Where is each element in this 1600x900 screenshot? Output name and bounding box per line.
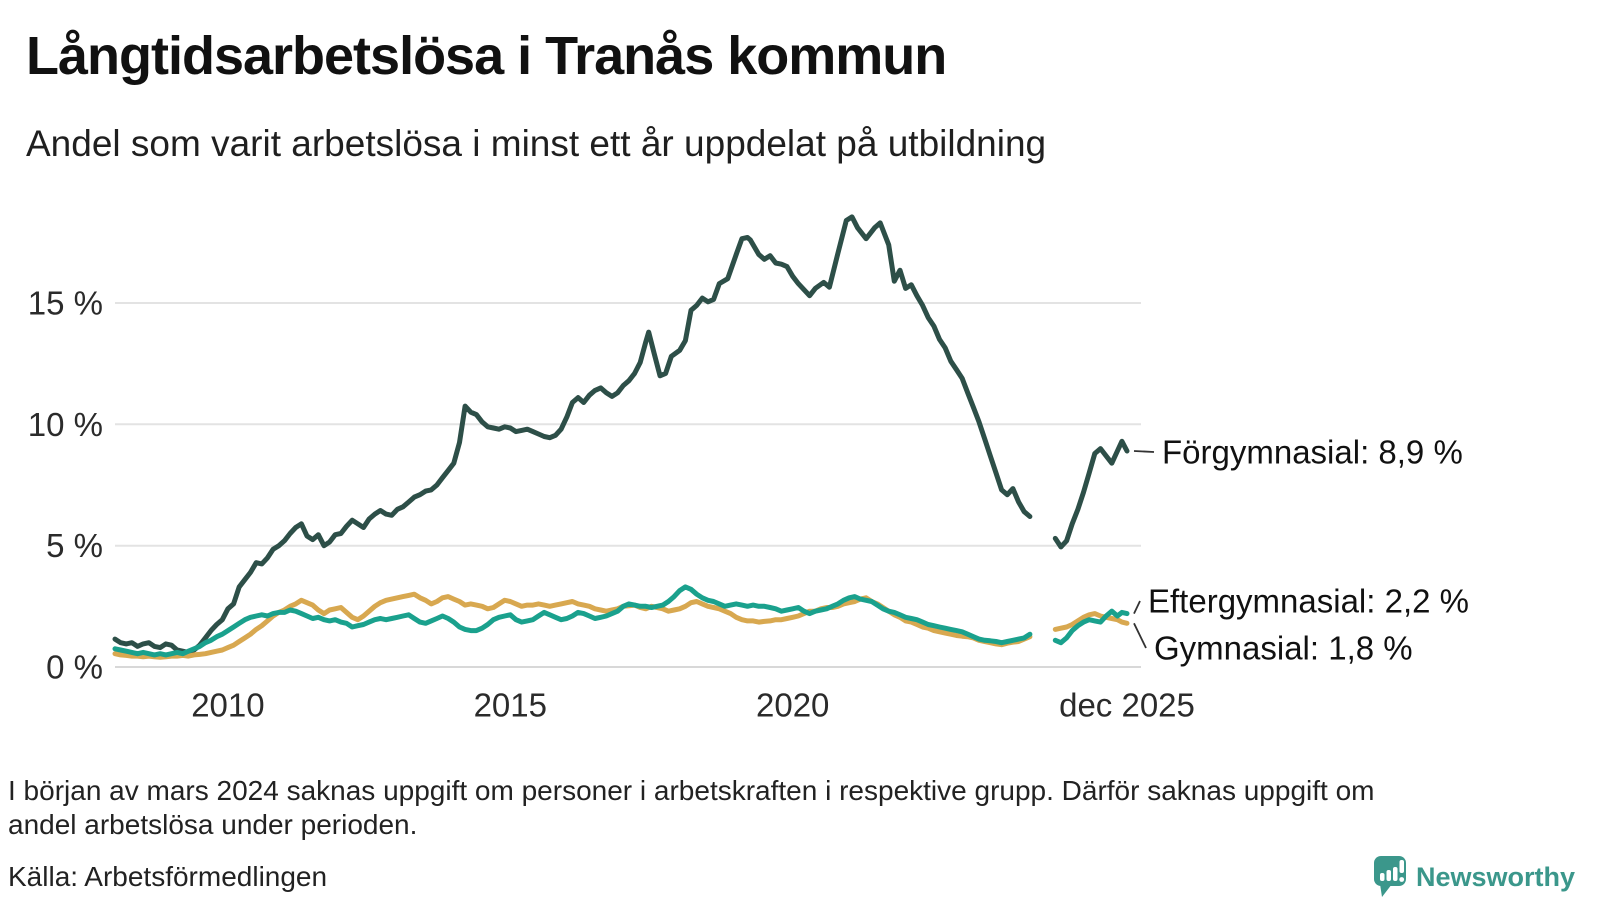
series-line-eftergymnasial-seg1: [1052, 608, 1130, 646]
series-line-f-rgymnasial-seg1: [1052, 438, 1130, 550]
annotation-label-f-rgymnasial: Förgymnasial: 8,9 %: [1162, 434, 1463, 471]
series-annotations: Förgymnasial: 8,9 % Gymnasial: 1,8 % Efter…: [1133, 434, 1469, 667]
gridlines: [115, 302, 1141, 668]
series-line-eftergymnasial-seg0: [112, 584, 1033, 658]
annotation-connector-eftergymnasial: [1133, 600, 1141, 614]
source-label: Källa: Arbetsförmedlingen: [8, 861, 327, 892]
annotation-connector-f-rgymnasial: [1133, 450, 1155, 453]
series-line-gymnasial-seg1: [1052, 611, 1130, 632]
y-tick-label-0: 0 %: [46, 649, 103, 686]
annotation-label-eftergymnasial: Eftergymnasial: 2,2 %: [1148, 583, 1469, 620]
footnote-line-1: I början av mars 2024 saknas uppgift om …: [8, 775, 1374, 806]
axis-labels: 0 % 5 % 10 % 15 % 2010 2015 2020 dec 2025: [28, 285, 1195, 724]
y-tick-label-5: 5 %: [46, 527, 103, 564]
y-tick-label-10: 10 %: [28, 406, 103, 443]
page-title: Långtidsarbetslösa i Tranås kommun: [26, 26, 946, 86]
x-tick-label-dec-2025: dec 2025: [1059, 687, 1195, 724]
newsworthy-chart-bubble-icon: [1374, 856, 1406, 897]
y-tick-label-15: 15 %: [28, 285, 103, 322]
newsworthy-logo: Newsworthy: [1374, 856, 1575, 897]
footnote-line-2: andel arbetslösa under perioden.: [8, 809, 417, 840]
x-tick-label-2015: 2015: [474, 687, 547, 724]
newsworthy-logo-text: Newsworthy: [1416, 862, 1575, 892]
annotation-connector-gymnasial: [1133, 622, 1147, 649]
page-subtitle: Andel som varit arbetslösa i minst ett å…: [26, 123, 1046, 164]
annotation-label-gymnasial: Gymnasial: 1,8 %: [1154, 630, 1413, 667]
series-line-gymnasial-seg0: [112, 591, 1033, 660]
series-lines: [112, 214, 1130, 660]
x-tick-label-2010: 2010: [191, 687, 264, 724]
series-line-f-rgymnasial-seg0: [112, 214, 1033, 655]
x-tick-label-2020: 2020: [756, 687, 829, 724]
